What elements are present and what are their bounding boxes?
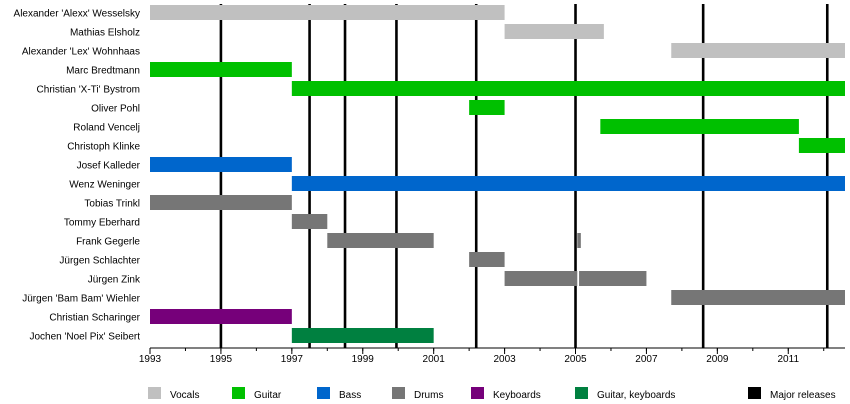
member-label: Jürgen Schlachter (59, 256, 140, 267)
legend-swatch (317, 387, 330, 399)
member-label: Jürgen 'Bam Bam' Wiehler (22, 294, 140, 305)
member-bar (291, 81, 845, 96)
member-label: Christian Scharinger (49, 313, 140, 324)
legend-swatch-major-releases (748, 387, 761, 399)
member-label: Jürgen Zink (88, 275, 141, 286)
member-bar (150, 5, 505, 20)
x-tick-label: 2011 (778, 354, 800, 365)
member-bar (577, 233, 581, 248)
member-bar (150, 195, 292, 210)
legend-label: Guitar (254, 390, 282, 401)
legend-swatch (392, 387, 405, 399)
member-bar (150, 157, 292, 172)
member-bar (327, 233, 434, 248)
member-bar (291, 214, 328, 229)
member-label: Marc Bredtmann (66, 66, 140, 77)
x-tick-label: 1997 (281, 354, 304, 365)
x-tick-label: 1993 (139, 354, 162, 365)
member-bar (504, 24, 604, 39)
member-label: Roland Vencelj (73, 123, 140, 134)
legend-swatch (575, 387, 588, 399)
legend: Vocals Guitar Bass Drums Keyboards Guitar, ke… (148, 387, 836, 401)
member-bar (671, 43, 845, 58)
member-label: Frank Gegerle (76, 237, 140, 248)
legend-swatch (471, 387, 484, 399)
member-label: Josef Kalleder (77, 161, 141, 172)
member-label: Tommy Eberhard (64, 218, 140, 229)
x-tick-label: 2007 (635, 354, 658, 365)
member-label: Christian 'X-Ti' Bystrom (37, 85, 140, 96)
member-label: Alexander 'Alexx' Wesselsky (14, 9, 140, 20)
member-bar (504, 271, 578, 286)
member-label: Jochen 'Noel Pix' Seibert (29, 332, 140, 343)
x-tick-label: 2003 (493, 354, 516, 365)
member-label: Mathias Elsholz (70, 28, 140, 39)
legend-swatch (232, 387, 245, 399)
x-tick-label: 2005 (564, 354, 587, 365)
member-bar (150, 62, 292, 77)
member-label: Alexander 'Lex' Wohnhaas (22, 47, 140, 58)
member-bar (291, 328, 434, 343)
legend-label: Drums (414, 390, 443, 401)
member-bar (798, 138, 845, 153)
x-tick-label: 2009 (706, 354, 729, 365)
member-bar (600, 119, 799, 134)
legend-label: Bass (339, 390, 361, 401)
member-label: Tobias Trinkl (84, 199, 140, 210)
legend-label-major-releases: Major releases (770, 390, 836, 401)
x-tick-label: 2001 (423, 354, 446, 365)
member-bars (150, 5, 845, 343)
member-label: Oliver Pohl (91, 104, 140, 115)
legend-label: Vocals (170, 390, 199, 401)
legend-label: Keyboards (493, 390, 541, 401)
legend-label: Guitar, keyboards (597, 390, 675, 401)
legend-swatch (148, 387, 161, 399)
member-bar (579, 271, 647, 286)
member-bar (469, 252, 505, 267)
member-labels: Alexander 'Alexx' Wesselsky Mathias Elsho… (14, 9, 141, 343)
member-label: Wenz Weninger (69, 180, 140, 191)
member-label: Christoph Klinke (67, 142, 140, 153)
member-bar (150, 309, 292, 324)
x-axis: 1993 1995 1997 1999 2001 2003 2005 2007 2009 2011 (139, 347, 845, 365)
member-bar (469, 100, 505, 115)
x-tick-label: 1995 (210, 354, 233, 365)
x-tick-label: 1999 (352, 354, 375, 365)
member-bar (671, 290, 845, 305)
member-bar (291, 176, 845, 191)
